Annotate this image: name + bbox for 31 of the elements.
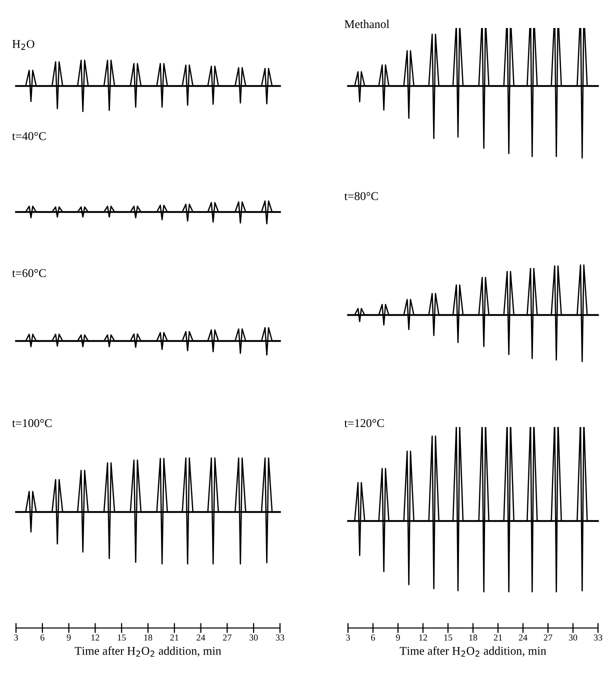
x-tick-label: 27 [223, 634, 232, 641]
chart-title: t=100°C [12, 419, 52, 428]
chart-title: t=60°C [12, 269, 46, 278]
x-tick-label: 6 [371, 634, 375, 641]
x-tick-label: 18 [469, 634, 478, 641]
x-tick-label: 30 [568, 634, 578, 641]
x-tick-label: 30 [250, 634, 258, 641]
x-tick-label: 9 [396, 634, 400, 641]
x-tick-label: 33 [276, 634, 284, 641]
x-tick-label: 6 [40, 634, 44, 641]
x-tick-label: 15 [444, 634, 452, 641]
x-tick-label: 18 [144, 634, 152, 641]
x-tick-label: 33 [594, 634, 602, 641]
chart-title: t=80°C [344, 192, 378, 200]
x-tick-label: 15 [118, 634, 126, 641]
text: Methanol [344, 20, 390, 28]
x-axis-title: Time after H$_{2}$O$_{2}$ addition, min [400, 646, 546, 657]
x-tick-label: 12 [419, 634, 428, 641]
x-tick-label: 21 [170, 634, 178, 641]
x-tick-label: 9 [66, 634, 71, 641]
x-tick-label: 3 [346, 634, 350, 641]
chart-title: H$_{2}$O [12, 40, 34, 50]
x-axis-title: Time after H$_{2}$O$_{2}$ addition, min [74, 646, 222, 657]
x-tick-label: 24 [518, 634, 528, 641]
chart-title: t=120°C [344, 419, 384, 428]
x-tick-label: 21 [494, 634, 502, 641]
chart-title: t=40°C [12, 132, 46, 140]
x-tick-label: 12 [91, 634, 100, 641]
x-tick-label: 27 [544, 634, 552, 641]
x-tick-label: 3 [14, 634, 18, 641]
x-tick-label: 24 [196, 634, 206, 641]
